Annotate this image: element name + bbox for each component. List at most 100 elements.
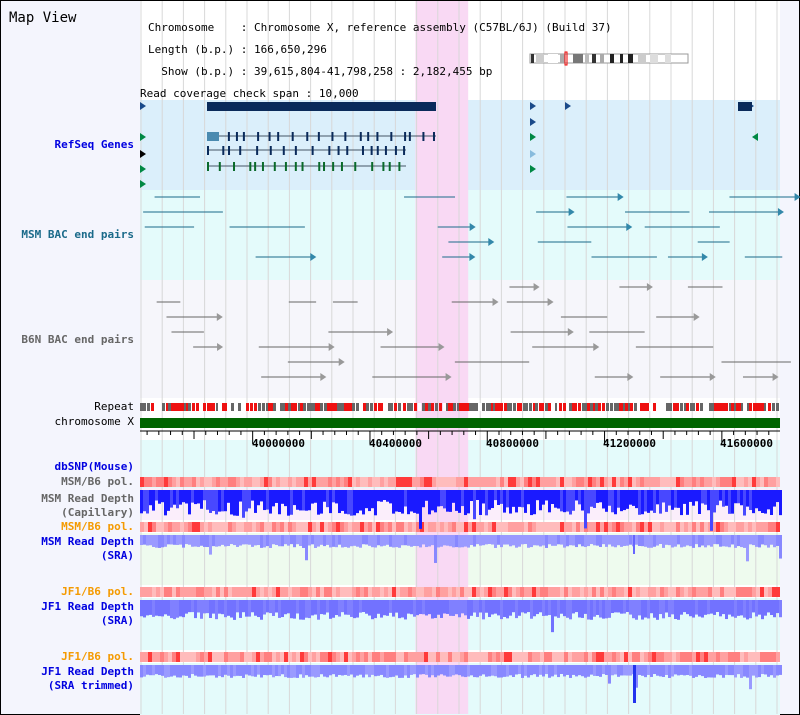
track-label-jf1-pol-2[interactable]: JF1/B6 pol. bbox=[61, 650, 134, 663]
track-label-msm-depth-capillary[interactable]: MSM Read Depth (Capillary) bbox=[41, 492, 134, 520]
repeat-segment bbox=[552, 403, 555, 411]
msm-capillary-depth-bar bbox=[731, 490, 734, 514]
msm-sra-depth-bar bbox=[377, 535, 380, 546]
jf1-sra-depth-bar bbox=[755, 600, 758, 617]
repeat-segment bbox=[390, 403, 393, 411]
msm-capillary-depth-bar bbox=[443, 490, 446, 509]
jf1-sra-depth-bar bbox=[551, 600, 554, 633]
jf1-trimmed-depth-bar bbox=[410, 665, 413, 675]
msm-pol-cell bbox=[164, 477, 168, 487]
jf1-trimmed-depth-bar bbox=[149, 665, 152, 676]
track-label-dbsnp[interactable]: dbSNP(Mouse) bbox=[54, 460, 134, 473]
msm-capillary-depth-bar bbox=[755, 490, 758, 509]
jf1-pol-cell bbox=[276, 587, 280, 597]
jf1-sra-depth-bar bbox=[140, 600, 143, 617]
jf1-pol2-cell bbox=[432, 652, 436, 662]
jf1-sra-depth-bar bbox=[383, 600, 386, 616]
repeat-segment bbox=[640, 403, 643, 411]
jf1-trimmed-depth-bar bbox=[719, 665, 722, 676]
b6n-bac-end bbox=[438, 343, 445, 351]
track-label-b6n-bac[interactable]: B6N BAC end pairs bbox=[21, 333, 134, 346]
jf1-trimmed-depth-bar bbox=[218, 665, 221, 677]
repeat-segment bbox=[507, 403, 510, 411]
msm-capillary-depth-bar bbox=[245, 490, 248, 512]
jf1-trimmed-depth-bar bbox=[272, 665, 275, 678]
jf1-pol2-cell bbox=[760, 652, 764, 662]
msm-sra-depth-bar bbox=[542, 535, 545, 546]
track-label-jf1-depth[interactable]: JF1 Read Depth (SRA) bbox=[41, 600, 134, 628]
track-label-msm-pol-2[interactable]: MSM/B6 pol. bbox=[61, 520, 134, 533]
jf1-trimmed-depth-bar bbox=[650, 665, 653, 677]
repeat-segment bbox=[519, 403, 522, 411]
jf1-sra-depth-bar bbox=[557, 600, 560, 618]
jf1-pol2-cell bbox=[560, 652, 564, 662]
msm-pol-cell bbox=[156, 477, 160, 487]
chromosome-label: Chromosome bbox=[148, 21, 241, 34]
show-label: Show (b.p.) bbox=[148, 65, 235, 78]
jf1-pol-cell bbox=[264, 587, 268, 597]
msm-capillary-depth-bar bbox=[275, 490, 278, 503]
jf1-trimmed-depth-bar bbox=[161, 665, 164, 676]
jf1-pol-cell bbox=[740, 587, 744, 597]
msm-capillary-depth-bar bbox=[602, 490, 605, 509]
msm-capillary-depth-bar bbox=[737, 490, 740, 504]
track-label-msm-bac[interactable]: MSM BAC end pairs bbox=[21, 228, 134, 241]
msm-capillary-depth-bar bbox=[608, 490, 611, 506]
msm-sra-depth-bar bbox=[710, 535, 713, 547]
repeat-segment bbox=[327, 403, 330, 411]
msm-pol2-cell bbox=[520, 522, 524, 532]
jf1-trimmed-depth-bar bbox=[281, 665, 284, 675]
jf1-trimmed-depth-bar bbox=[155, 665, 158, 675]
msm-capillary-depth-bar bbox=[173, 490, 176, 505]
track-label-jf1-pol-1[interactable]: JF1/B6 pol. bbox=[61, 585, 134, 598]
jf1-trimmed-depth-bar bbox=[446, 665, 449, 677]
track-label-refseq[interactable]: RefSeq Genes bbox=[54, 138, 134, 151]
jf1-pol-cell bbox=[236, 587, 240, 597]
jf1-sra-depth-bar bbox=[548, 600, 551, 616]
exon bbox=[294, 162, 297, 171]
gene-arrow bbox=[530, 102, 536, 110]
jf1-sra-depth-bar bbox=[260, 600, 263, 620]
msm-pol-cell bbox=[424, 477, 428, 487]
track-label-msm-pol-1[interactable]: MSM/B6 pol. bbox=[61, 475, 134, 488]
msm-sra-depth-bar bbox=[593, 535, 596, 546]
jf1-pol-cell bbox=[752, 587, 756, 597]
jf1-sra-depth-bar bbox=[302, 600, 305, 620]
msm-capillary-depth-bar bbox=[710, 490, 713, 531]
msm-sra-depth-bar bbox=[587, 535, 590, 547]
jf1-pol2-cell bbox=[736, 652, 740, 662]
msm-capillary-depth-bar bbox=[509, 490, 512, 514]
label-line-1: JF1 Read Depth bbox=[41, 600, 134, 613]
msm-pol2-cell bbox=[240, 522, 244, 532]
msm-capillary-depth-bar bbox=[533, 490, 536, 515]
jf1-pol-cell bbox=[476, 587, 480, 597]
msm-pol-cell bbox=[616, 477, 620, 487]
jf1-pol-cell bbox=[464, 587, 468, 597]
msm-pol2-cell bbox=[216, 522, 220, 532]
jf1-sra-depth-bar bbox=[719, 600, 722, 617]
msm-pol2-cell bbox=[724, 522, 728, 532]
msm-sra-depth-bar bbox=[746, 535, 749, 562]
jf1-sra-depth-bar bbox=[701, 600, 704, 618]
repeat-segment bbox=[448, 403, 451, 411]
msm-sra-depth-bar bbox=[452, 535, 455, 548]
repeat-segment bbox=[756, 403, 759, 411]
jf1-pol2-cell bbox=[520, 652, 524, 662]
msm-sra-depth-bar bbox=[740, 535, 743, 548]
jf1-trimmed-depth-bar bbox=[473, 665, 476, 678]
msm-capillary-depth-bar bbox=[632, 490, 635, 506]
msm-capillary-depth-bar bbox=[719, 490, 722, 501]
jf1-sra-depth-bar bbox=[554, 600, 557, 617]
jf1-sra-depth-bar bbox=[314, 600, 317, 615]
msm-pol-cell bbox=[536, 477, 540, 487]
msm-sra-depth-bar bbox=[275, 535, 278, 545]
track-label-jf1-trimmed[interactable]: JF1 Read Depth (SRA trimmed) bbox=[41, 665, 134, 693]
msm-sra-depth-bar bbox=[734, 535, 737, 548]
jf1-trimmed-depth-bar bbox=[284, 665, 287, 678]
msm-pol-cell bbox=[660, 477, 664, 487]
msm-pol-cell bbox=[208, 477, 212, 487]
track-label-msm-depth-sra[interactable]: MSM Read Depth (SRA) bbox=[41, 535, 134, 563]
track-label-chromosome: chromosome X bbox=[54, 415, 134, 428]
jf1-pol2-cell bbox=[292, 652, 296, 662]
